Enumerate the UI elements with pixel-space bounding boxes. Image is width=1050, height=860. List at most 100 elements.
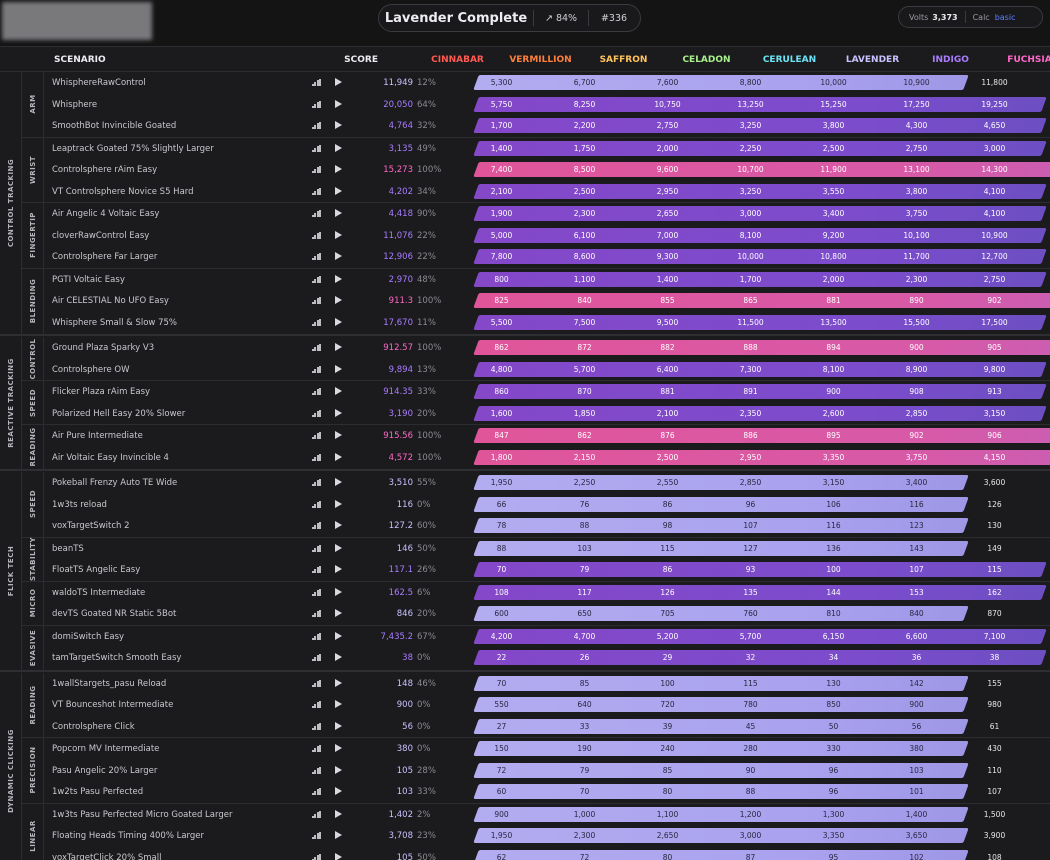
play-icon[interactable] (335, 787, 342, 795)
scenario-name[interactable]: voxTargetClick 20% Small (52, 852, 162, 860)
play-icon[interactable] (335, 678, 342, 687)
table-row[interactable]: tamTargetSwitch Smooth Easy 38 0% 22 26 29 32 3… (44, 647, 1050, 669)
play-icon[interactable] (335, 99, 342, 108)
signal-bars-icon[interactable] (312, 745, 321, 752)
table-row[interactable]: cloverRawControl Easy 11,076 22% 5,000 6,100… (44, 225, 1050, 247)
play-icon[interactable] (335, 587, 342, 596)
signal-bars-icon[interactable] (312, 810, 321, 818)
scenario-name[interactable]: Leaptrack Goated 75% Slightly Larger (52, 143, 214, 154)
signal-bars-icon[interactable] (312, 122, 321, 129)
signal-bars-icon[interactable] (312, 318, 321, 326)
table-row[interactable]: 1w2ts Pasu Perfected 103 33% 60 70 80 88 96 101 1… (44, 781, 1050, 803)
signal-bars-icon[interactable] (312, 788, 321, 795)
play-icon[interactable] (335, 478, 342, 486)
play-icon[interactable] (335, 274, 342, 283)
table-row[interactable]: FloatTS Angelic Easy 117.1 26% 70 79 86 93 100 1… (44, 559, 1050, 581)
play-icon[interactable] (335, 631, 342, 640)
table-row[interactable]: Pokeball Frenzy Auto TE Wide 3,510 55% 1,95… (44, 472, 1050, 494)
scenario-name[interactable]: Air Voltaic Easy Invincible 4 (52, 452, 169, 463)
table-row[interactable]: 1w3ts Pasu Perfected Micro Goated Larger… (44, 804, 1050, 826)
scenario-name[interactable]: domiSwitch Easy (52, 631, 125, 642)
table-row[interactable]: Controlsphere Far Larger 12,906 22% 7,800 8,… (44, 246, 1050, 268)
scenario-name[interactable]: Air Pure Intermediate (52, 431, 143, 441)
play-icon[interactable] (335, 343, 342, 351)
table-row[interactable]: VT Bounceshot Intermediate 900 0% 550 640 720… (44, 694, 1050, 716)
scenario-name[interactable]: WhisphereRawControl (52, 78, 146, 88)
table-row[interactable]: waldoTS Intermediate 162.5 6% 108 117 126 135 1… (44, 582, 1050, 604)
scenario-name[interactable]: 1w2ts Pasu Perfected (52, 787, 144, 797)
table-row[interactable]: Controlsphere Click 56 0% 27 33 39 45 50 56 61 67 (44, 716, 1050, 738)
signal-bars-icon[interactable] (312, 766, 321, 774)
signal-bars-icon[interactable] (312, 253, 321, 260)
table-row[interactable]: devTS Goated NR Static 5Bot 846 20% 600 650 7… (44, 603, 1050, 625)
scenario-name[interactable]: Polarized Hell Easy 20% Slower (52, 408, 186, 419)
signal-bars-icon[interactable] (312, 632, 321, 640)
scenario-name[interactable]: voxTargetSwitch 2 (52, 521, 130, 531)
play-icon[interactable] (335, 121, 342, 129)
table-row[interactable]: Air Pure Intermediate 915.56 100% 847 862 876… (44, 425, 1050, 447)
scenario-name[interactable]: Pasu Angelic 20% Larger (52, 765, 158, 776)
scenario-name[interactable]: Controlsphere Far Larger (52, 252, 158, 262)
table-row[interactable]: Polarized Hell Easy 20% Slower 3,190 20% 1,… (44, 403, 1050, 425)
scenario-name[interactable]: 1wallStargets_pasu Reload (52, 678, 167, 689)
scenario-name[interactable]: devTS Goated NR Static 5Bot (52, 609, 177, 619)
table-row[interactable]: Ground Plaza Sparky V3 912.57 100% 862 872 88… (44, 337, 1050, 359)
scenario-name[interactable]: FloatTS Angelic Easy (52, 565, 141, 575)
calc-mode-select[interactable]: basic (994, 12, 1016, 22)
table-row[interactable]: 1wallStargets_pasu Reload 148 46% 70 85 100 11… (44, 673, 1050, 695)
scenario-name[interactable]: tamTargetSwitch Smooth Easy (52, 653, 182, 663)
table-row[interactable]: VT Controlsphere Novice S5 Hard 4,202 34% 2… (44, 181, 1050, 203)
signal-bars-icon[interactable] (312, 701, 321, 708)
table-row[interactable]: voxTargetClick 20% Small 105 50% 62 72 80 87 95… (44, 847, 1050, 860)
play-icon[interactable] (335, 721, 342, 730)
signal-bars-icon[interactable] (312, 566, 321, 573)
table-row[interactable]: Air Voltaic Easy Invincible 4 4,572 100% 1,… (44, 447, 1050, 469)
signal-bars-icon[interactable] (312, 479, 321, 486)
table-row[interactable]: WhisphereRawControl 11,949 12% 5,300 6,700 7,… (44, 72, 1050, 94)
play-icon[interactable] (335, 143, 342, 152)
play-icon[interactable] (335, 78, 342, 86)
play-icon[interactable] (335, 700, 342, 708)
scenario-name[interactable]: Air Angelic 4 Voltaic Easy (52, 209, 160, 219)
scenario-name[interactable]: Controlsphere OW (52, 364, 130, 375)
play-icon[interactable] (335, 364, 342, 373)
signal-bars-icon[interactable] (312, 275, 321, 283)
signal-bars-icon[interactable] (312, 588, 321, 596)
scenario-name[interactable]: 1w3ts reload (52, 499, 107, 510)
signal-bars-icon[interactable] (312, 144, 321, 152)
table-row[interactable]: domiSwitch Easy 7,435.2 67% 4,200 4,700 5,200… (44, 626, 1050, 648)
play-icon[interactable] (335, 499, 342, 508)
play-icon[interactable] (335, 521, 342, 529)
play-icon[interactable] (335, 565, 342, 573)
play-icon[interactable] (335, 252, 342, 260)
scenario-name[interactable]: VT Controlsphere Novice S5 Hard (52, 186, 194, 197)
table-row[interactable]: Air CELESTIAL No UFO Easy 911.3 100% 825 840… (44, 290, 1050, 312)
scenario-column-header[interactable]: SCENARIO (54, 55, 106, 65)
signal-bars-icon[interactable] (312, 409, 321, 417)
table-row[interactable]: Controlsphere rAim Easy 15,273 100% 7,400 8,… (44, 159, 1050, 181)
signal-bars-icon[interactable] (312, 544, 321, 552)
play-icon[interactable] (335, 809, 342, 818)
table-row[interactable]: Whisphere 20,050 64% 5,750 8,250 10,750 13,250… (44, 94, 1050, 116)
signal-bars-icon[interactable] (312, 100, 321, 108)
scenario-name[interactable]: Air CELESTIAL No UFO Easy (52, 296, 169, 306)
scenario-name[interactable]: Whisphere Small & Slow 75% (52, 317, 177, 328)
scenario-name[interactable]: Controlsphere Click (52, 721, 135, 732)
table-row[interactable]: Popcorn MV Intermediate 380 0% 150 190 240 280… (44, 738, 1050, 760)
scenario-name[interactable]: waldoTS Intermediate (52, 587, 146, 598)
play-icon[interactable] (335, 230, 342, 239)
signal-bars-icon[interactable] (312, 432, 321, 439)
play-icon[interactable] (335, 765, 342, 774)
play-icon[interactable] (335, 186, 342, 195)
signal-bars-icon[interactable] (312, 453, 321, 461)
scenario-name[interactable]: SmoothBot Invincible Goated (52, 121, 177, 131)
scenario-name[interactable]: Pokeball Frenzy Auto TE Wide (52, 478, 178, 488)
play-icon[interactable] (335, 165, 342, 173)
play-icon[interactable] (335, 452, 342, 461)
scenario-name[interactable]: PGTI Voltaic Easy (52, 274, 125, 285)
signal-bars-icon[interactable] (312, 853, 321, 860)
play-icon[interactable] (335, 609, 342, 617)
play-icon[interactable] (335, 209, 342, 217)
signal-bars-icon[interactable] (312, 832, 321, 839)
table-row[interactable]: 1w3ts reload 116 0% 66 76 86 96 106 116 126 135 (44, 494, 1050, 516)
